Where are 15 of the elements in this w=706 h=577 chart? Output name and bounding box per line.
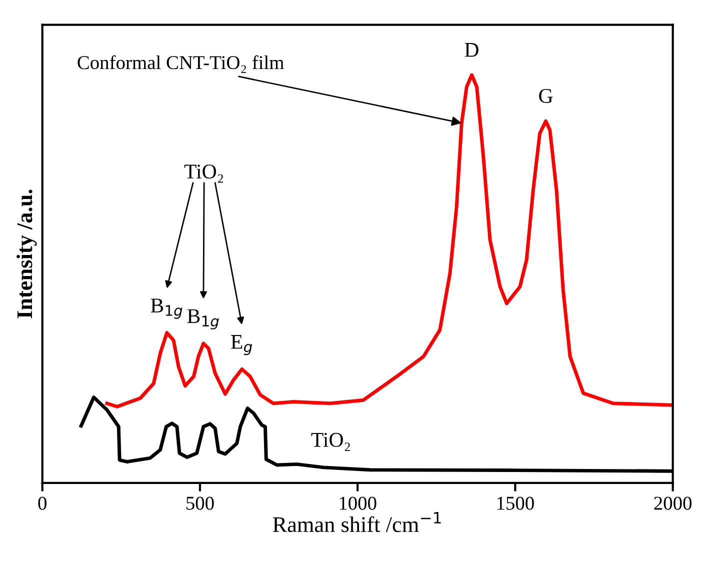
x-tick-label: 1000 [340,496,376,510]
annotation: B$_{1g}$ [150,298,182,319]
x-axis-title: Raman shift /cm$^{−1}$ [272,512,441,532]
annotation: Conformal CNT-TiO₂ film [78,55,284,73]
x-tick-label: 0 [38,496,46,510]
annotation: E$_{g}$ [231,335,252,356]
annotation: G [539,88,553,103]
x-tick-label: 500 [186,496,214,510]
x-tick-label: 2000 [654,496,692,510]
annotation: D [464,43,478,57]
annotation: B$_{1g}$ [187,309,219,330]
y-axis-title: Intensity /a.u. [16,190,37,318]
series-label: TiO₂ [311,432,350,451]
x-tick-label: 1500 [497,496,534,510]
annotation: TiO₂ [184,164,223,183]
